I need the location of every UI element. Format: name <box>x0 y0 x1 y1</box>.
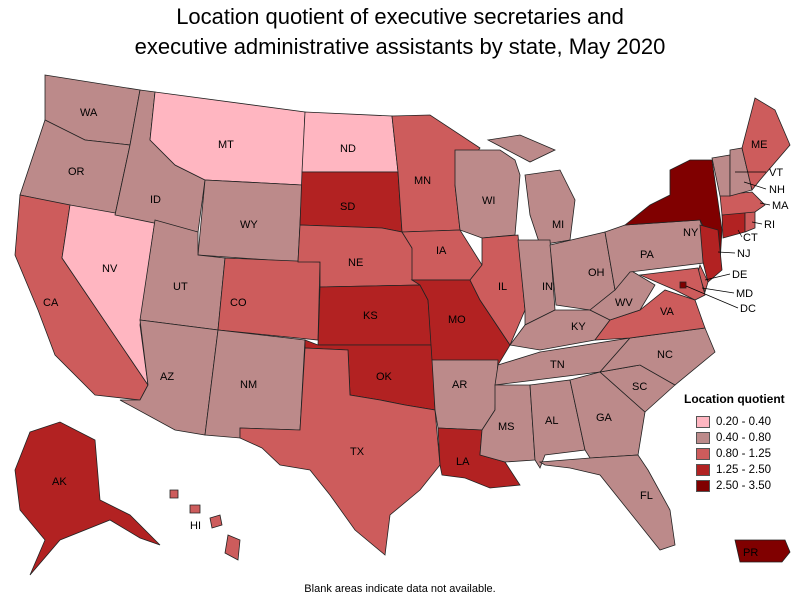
label-ma: MA <box>772 200 789 212</box>
label-nv: NV <box>102 263 118 275</box>
callout-ri <box>751 221 763 225</box>
state-labels: WA OR CA NV ID MT WY UT AZ CO NM ND SD N… <box>43 107 789 559</box>
state-hi[interactable] <box>169 489 241 561</box>
label-il: IL <box>498 281 507 293</box>
map-title-line-1: Location quotient of executive secretari… <box>176 4 624 29</box>
label-wi: WI <box>482 195 495 207</box>
label-ia: IA <box>436 245 447 257</box>
label-ca: CA <box>43 297 59 309</box>
label-ut: UT <box>173 281 188 293</box>
callout-nh <box>743 181 767 190</box>
legend-label: 2.50 - 3.50 <box>716 480 771 492</box>
label-or: OR <box>68 166 85 178</box>
callout-ct <box>737 229 743 238</box>
state-ct[interactable] <box>721 211 746 239</box>
label-dc: DC <box>740 303 756 315</box>
label-fl: FL <box>640 490 653 502</box>
label-ok: OK <box>376 371 393 383</box>
legend-label: 0.20 - 0.40 <box>716 416 771 428</box>
label-pr: PR <box>743 547 758 559</box>
label-co: CO <box>230 297 247 309</box>
legend-item: 0.20 - 0.40 <box>684 414 798 430</box>
label-ne: NE <box>348 257 363 269</box>
label-ks: KS <box>363 310 378 322</box>
state-ak[interactable] <box>14 421 161 576</box>
label-nj: NJ <box>737 248 750 260</box>
label-ar: AR <box>452 379 467 391</box>
label-sc: SC <box>632 381 647 393</box>
state-me[interactable] <box>741 97 791 191</box>
label-ny: NY <box>683 227 699 239</box>
label-in: IN <box>542 281 553 293</box>
label-pa: PA <box>640 249 655 261</box>
label-vt: VT <box>769 167 783 179</box>
legend-item: 0.80 - 1.25 <box>684 446 798 462</box>
callout-dc <box>685 285 739 309</box>
label-ga: GA <box>596 412 613 424</box>
legend-title: Location quotient <box>684 392 785 406</box>
label-mo: MO <box>448 314 466 326</box>
label-wy: WY <box>240 219 258 231</box>
label-ms: MS <box>498 421 515 433</box>
map-title-line-2: executive administrative assistants by s… <box>134 34 666 59</box>
state-nd[interactable] <box>301 111 399 173</box>
label-me: ME <box>751 139 768 151</box>
callout-md <box>701 287 735 294</box>
map-title: Location quotient of executive secretari… <box>0 2 800 62</box>
label-wa: WA <box>80 107 98 119</box>
label-tn: TN <box>550 359 565 371</box>
label-id: ID <box>150 194 161 206</box>
legend-item: 1.25 - 2.50 <box>684 462 798 478</box>
label-nm: NM <box>240 379 257 391</box>
legend-item: 2.50 - 3.50 <box>684 478 798 494</box>
label-la: LA <box>456 456 470 468</box>
legend-swatch-3 <box>696 448 710 460</box>
label-nh: NH <box>769 184 785 196</box>
legend-swatch-1 <box>696 416 710 428</box>
label-oh: OH <box>588 267 605 279</box>
label-md: MD <box>736 288 753 300</box>
label-mn: MN <box>414 175 431 187</box>
label-nc: NC <box>657 349 673 361</box>
callout-lines <box>685 171 771 309</box>
label-wv: WV <box>615 297 633 309</box>
state-ar[interactable] <box>431 359 499 431</box>
label-mt: MT <box>218 139 234 151</box>
legend-swatch-2 <box>696 432 710 444</box>
state-tx[interactable] <box>239 347 441 556</box>
label-ri: RI <box>764 219 775 231</box>
legend: Location quotient 0.20 - 0.40 0.40 - 0.8… <box>684 392 798 494</box>
label-ky: KY <box>571 321 586 333</box>
state-pr[interactable] <box>734 539 791 563</box>
callout-ma <box>759 202 771 206</box>
legend-swatch-5 <box>696 480 710 492</box>
label-tx: TX <box>350 446 365 458</box>
footnote: Blank areas indicate data not available. <box>304 583 496 595</box>
label-va: VA <box>660 306 675 318</box>
legend-label: 0.40 - 0.80 <box>716 432 771 444</box>
label-az: AZ <box>160 371 174 383</box>
legend-label: 0.80 - 1.25 <box>716 448 771 460</box>
legend-item: 0.40 - 0.80 <box>684 430 798 446</box>
callout-de <box>704 273 731 281</box>
label-ct: CT <box>743 232 758 244</box>
label-al: AL <box>545 415 558 427</box>
state-md[interactable] <box>638 267 706 301</box>
state-ma[interactable] <box>719 191 766 216</box>
legend-label: 1.25 - 2.50 <box>716 464 771 476</box>
state-dc[interactable] <box>679 281 687 289</box>
callout-nj <box>717 251 736 254</box>
state-nj[interactable] <box>699 224 723 283</box>
label-de: DE <box>732 269 747 281</box>
label-ak: AK <box>52 476 67 488</box>
label-nd: ND <box>340 143 356 155</box>
label-sd: SD <box>340 201 355 213</box>
legend-swatch-4 <box>696 464 710 476</box>
label-mi: MI <box>552 219 564 231</box>
state-fl[interactable] <box>538 454 676 551</box>
state-wi[interactable] <box>454 149 521 239</box>
label-hi: HI <box>190 520 201 532</box>
